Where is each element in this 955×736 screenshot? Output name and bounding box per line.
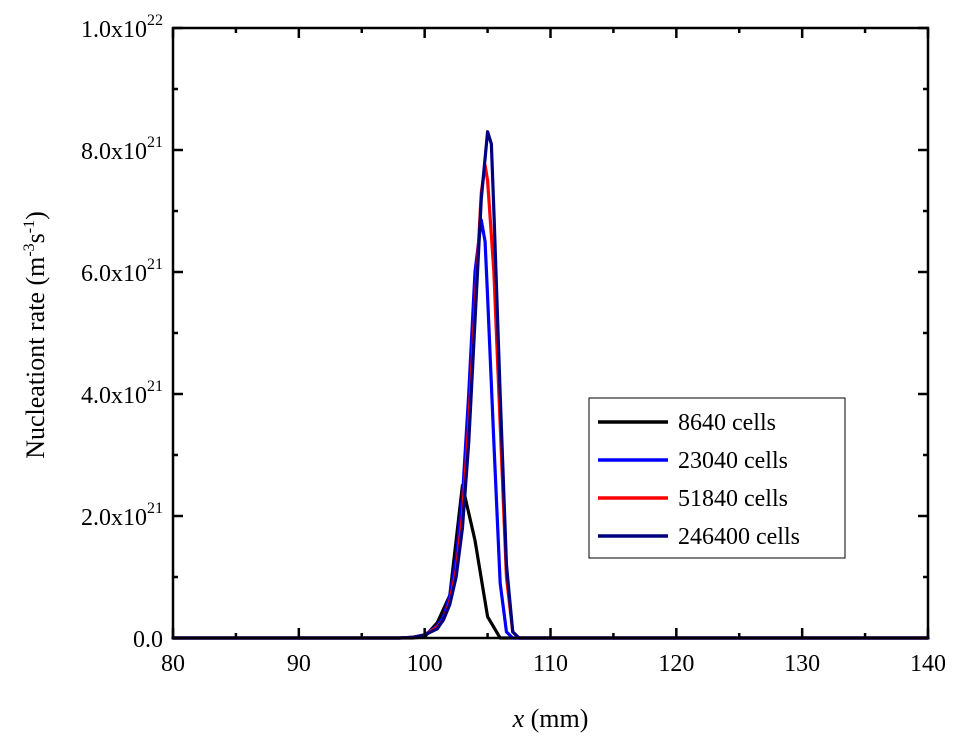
x-axis-unit: (mm) <box>524 704 588 733</box>
x-tick-label: 110 <box>533 651 568 677</box>
y-tick-label: 4.0x1021 <box>81 378 163 409</box>
y-tick-label: 0.0 <box>133 627 163 653</box>
x-tick-label: 130 <box>784 651 820 677</box>
y-tick-label: 8.0x1021 <box>81 134 163 165</box>
series-line-4 <box>171 130 930 640</box>
y-axis-label-exp1: -3 <box>21 243 38 256</box>
x-tick-label: 120 <box>658 651 694 677</box>
y-axis-ticks: 0.0 2.0x1021 4.0x1021 6.0x1021 8.0x1021 1.0x1… <box>81 12 928 653</box>
x-axis-variable: x <box>512 704 525 733</box>
x-axis-label: x (mm) <box>512 704 589 733</box>
x-tick-label: 100 <box>407 651 443 677</box>
y-tick-label: 6.0x1021 <box>81 256 163 287</box>
y-axis-label: Nucleationt rate (m-3s-1) <box>21 211 50 459</box>
x-axis-ticks: 80 90 100 110 120 130 140 <box>161 28 946 677</box>
x-tick-label: 90 <box>287 651 311 677</box>
y-axis-label-exp2: -1 <box>21 220 38 233</box>
legend: 8640 cells 23040 cells 51840 cells 246400 c… <box>588 397 846 559</box>
legend-label: 51840 cells <box>678 486 788 512</box>
y-tick-label: 1.0x1022 <box>81 12 163 43</box>
legend-label: 8640 cells <box>678 410 776 436</box>
x-tick-label: 80 <box>161 651 185 677</box>
y-axis-label-mid: s <box>21 233 50 243</box>
y-tick-label: 2.0x1021 <box>81 500 163 531</box>
legend-label: 246400 cells <box>678 524 800 550</box>
y-axis-label-main: Nucleationt rate (m <box>21 257 50 459</box>
data-curves <box>171 130 930 640</box>
y-axis-label-tail: ) <box>21 211 50 220</box>
legend-label: 23040 cells <box>678 448 788 474</box>
legend-box <box>588 397 846 559</box>
x-tick-label: 140 <box>910 651 946 677</box>
